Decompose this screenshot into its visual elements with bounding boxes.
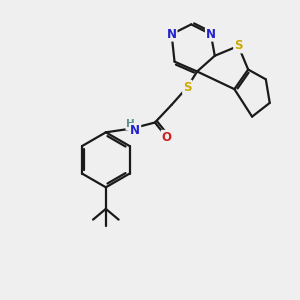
Text: S: S	[234, 40, 243, 52]
Text: H: H	[126, 119, 135, 130]
Text: N: N	[130, 124, 140, 137]
Text: S: S	[183, 81, 191, 94]
Text: N: N	[167, 28, 177, 41]
Text: O: O	[162, 131, 172, 144]
Text: N: N	[206, 28, 216, 41]
